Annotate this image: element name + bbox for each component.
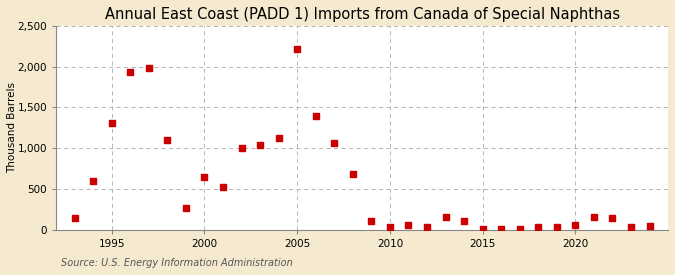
Point (348, 172, 358, 177)
Point (626, 224, 637, 229)
Point (180, 205, 191, 210)
Point (495, 227, 506, 232)
Title: Annual East Coast (PADD 1) Imports from Canada of Special Naphthas: Annual East Coast (PADD 1) Imports from … (105, 7, 620, 22)
Point (273, 135, 284, 140)
Point (644, 224, 655, 228)
Y-axis label: Thousand Barrels: Thousand Barrels (7, 82, 17, 173)
Point (589, 214, 599, 219)
Point (310, 113, 321, 118)
Point (236, 146, 247, 150)
Point (88, 179, 99, 183)
Point (144, 66, 155, 70)
Point (217, 185, 228, 189)
Point (477, 227, 488, 232)
Point (70, 215, 80, 220)
Point (422, 224, 433, 229)
Point (570, 223, 580, 227)
Point (125, 70, 136, 75)
Point (162, 138, 173, 142)
Point (385, 225, 396, 230)
Point (199, 175, 210, 179)
Point (403, 223, 414, 227)
Point (107, 121, 117, 125)
Point (254, 143, 265, 147)
Point (551, 225, 562, 230)
Point (366, 219, 377, 223)
Point (329, 140, 340, 145)
Point (292, 46, 302, 51)
Point (514, 227, 525, 232)
Point (440, 214, 451, 219)
Point (459, 219, 470, 223)
Point (607, 216, 618, 221)
Point (533, 224, 543, 229)
Text: Source: U.S. Energy Information Administration: Source: U.S. Energy Information Administ… (61, 258, 292, 268)
